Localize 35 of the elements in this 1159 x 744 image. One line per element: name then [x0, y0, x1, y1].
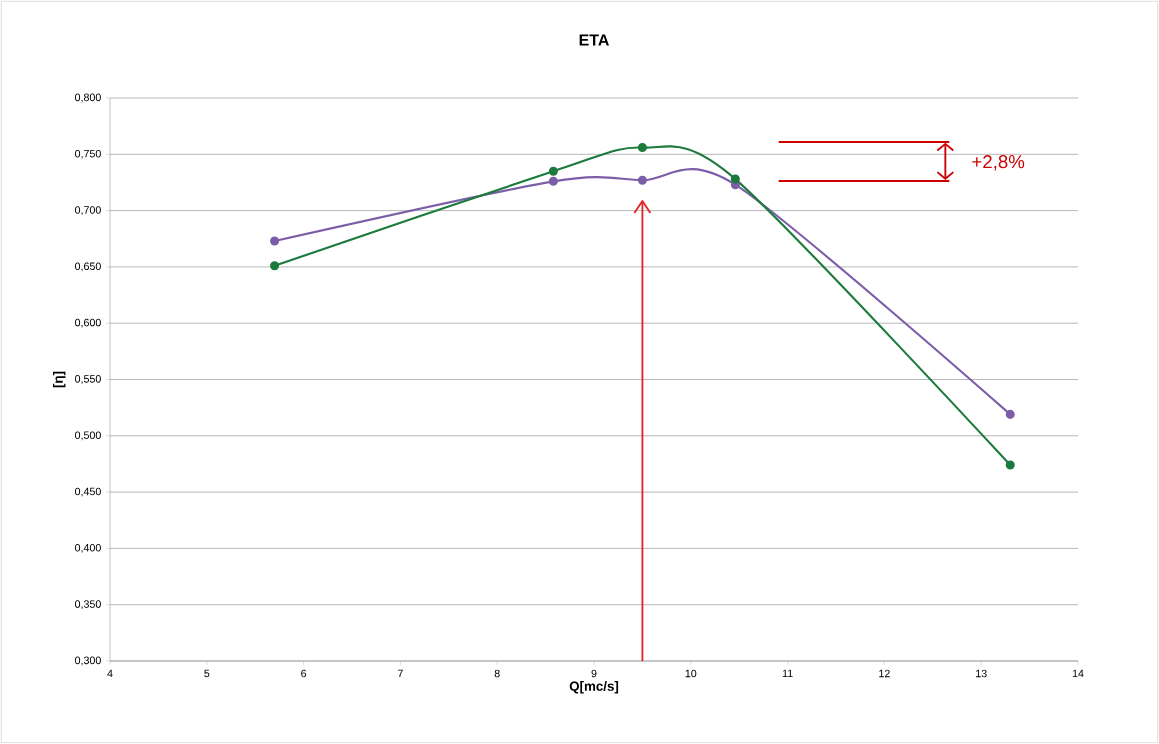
y-tick-label: 0,550	[75, 375, 101, 384]
x-tick-label: 12	[879, 669, 890, 678]
y-tick-label: 0,600	[75, 318, 101, 328]
x-tick-label: 6	[301, 669, 307, 678]
y-tick-label: 0,700	[75, 206, 101, 215]
point	[270, 236, 280, 246]
point	[270, 261, 280, 271]
y-axis-title: [η]	[53, 371, 66, 388]
x-tick-label: 14	[1072, 669, 1084, 678]
y-tick-label: 0,350	[75, 600, 101, 610]
annotation: +2,8%	[972, 155, 1025, 171]
x-axis-title: Q[mc/s]	[569, 681, 619, 694]
point	[548, 166, 558, 176]
y-tick-label: 0,800	[75, 93, 101, 103]
y-tick-label: 0,300	[75, 656, 101, 666]
x-tick-label: 9	[591, 669, 597, 678]
y-tick-label: 0,750	[75, 149, 101, 159]
point	[1005, 409, 1015, 419]
y-tick-label: 0,400	[75, 544, 101, 553]
x-tick-label: 7	[397, 669, 403, 678]
x-tick-label: 13	[976, 669, 987, 678]
point	[730, 174, 740, 184]
point	[637, 143, 647, 153]
chart-title: ETA	[579, 34, 609, 46]
point	[637, 175, 647, 185]
y-tick-label: 0,500	[75, 431, 101, 441]
x-tick-label: 5	[204, 669, 210, 678]
x-tick-label: 10	[685, 669, 697, 678]
y-tick-label: 0,650	[75, 262, 101, 272]
y-tick-label: 0,450	[75, 487, 101, 497]
point	[1005, 460, 1015, 470]
point	[548, 176, 558, 186]
x-tick-label: 4	[107, 669, 113, 678]
x-tick-label: 11	[782, 669, 793, 678]
x-tick-label: 8	[494, 669, 500, 678]
